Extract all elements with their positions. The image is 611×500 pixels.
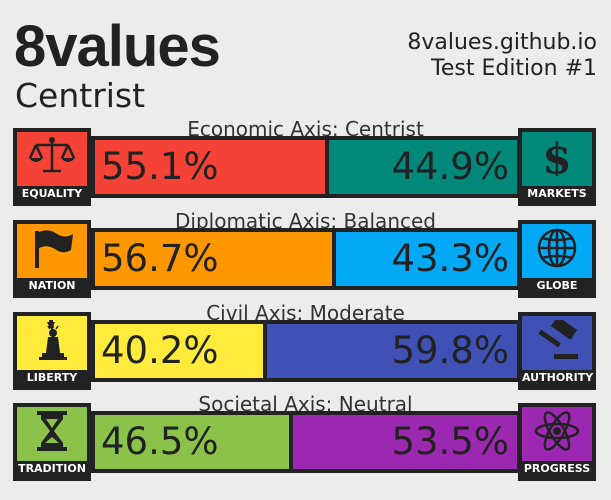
percent-globe: 43.3% xyxy=(336,232,517,286)
percent-tradition: 46.5% xyxy=(95,415,290,469)
axis-label: Diplomatic Axis: Balanced xyxy=(175,209,436,233)
percent-authority: 59.8% xyxy=(267,324,517,378)
axis-icon-globe: GLOBE xyxy=(518,220,596,298)
icon-caption: LIBERTY xyxy=(17,370,87,386)
axis-bar: 46.5% 53.5% xyxy=(91,411,521,473)
axis-icon-equality: EQUALITY xyxy=(13,128,91,206)
axis-icon-markets: $ MARKETS xyxy=(518,128,596,206)
title: 8values xyxy=(14,14,221,79)
percent-nation: 56.7% xyxy=(95,232,332,286)
axis-bar: 40.2% 59.8% xyxy=(91,320,521,382)
axis-label: Economic Axis: Centrist xyxy=(187,117,424,141)
axis-bar: 56.7% 43.3% xyxy=(91,228,521,290)
axis-icon-progress: PROGRESS xyxy=(518,403,596,481)
axis-icon-nation: NATION xyxy=(13,220,91,298)
axis-label: Societal Axis: Neutral xyxy=(198,392,413,416)
percent-equality: 55.1% xyxy=(95,140,326,194)
icon-caption: NATION xyxy=(17,278,87,294)
svg-text:$: $ xyxy=(542,136,571,176)
icon-caption: EQUALITY xyxy=(17,186,87,202)
icon-caption: AUTHORITY xyxy=(522,370,594,386)
axis-icon-liberty: LIBERTY xyxy=(13,312,91,390)
icon-caption: TRADITION xyxy=(17,461,87,477)
axis-bar: 55.1% 44.9% xyxy=(91,136,521,198)
axis-icon-tradition: TRADITION xyxy=(13,403,91,481)
percent-markets: 44.9% xyxy=(329,140,517,194)
icon-caption: GLOBE xyxy=(522,278,592,294)
site-url: 8values.github.io xyxy=(407,30,597,55)
percent-liberty: 40.2% xyxy=(95,324,264,378)
axis-label: Civil Axis: Moderate xyxy=(206,301,405,325)
percent-progress: 53.5% xyxy=(293,415,517,469)
icon-caption: MARKETS xyxy=(522,186,592,202)
icon-caption: PROGRESS xyxy=(522,461,592,477)
edition-label: Test Edition #1 xyxy=(431,56,597,81)
ideology-result: Centrist xyxy=(15,76,146,115)
site-info: 8values.github.io Test Edition #1 xyxy=(407,30,597,82)
axis-icon-authority: AUTHORITY xyxy=(518,312,596,390)
